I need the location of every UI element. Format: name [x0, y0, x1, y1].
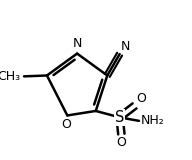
Text: N: N [121, 40, 131, 53]
Text: S: S [115, 110, 124, 125]
Text: O: O [116, 136, 126, 149]
Text: O: O [61, 118, 71, 131]
Text: CH₃: CH₃ [0, 70, 21, 83]
Text: NH₂: NH₂ [141, 114, 164, 127]
Text: N: N [72, 37, 82, 50]
Text: O: O [136, 92, 146, 105]
